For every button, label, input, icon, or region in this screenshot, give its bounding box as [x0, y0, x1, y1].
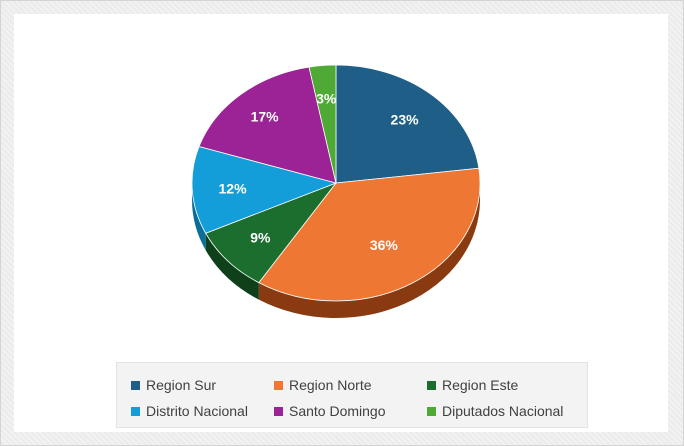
legend-label-distrito-nacional: Distrito Nacional	[146, 403, 248, 419]
pie-side-distrito-nacional	[192, 183, 206, 251]
pie-slice-region-este	[205, 182, 338, 284]
legend-item-region-este: Region Este	[427, 377, 518, 393]
legend-item-region-norte: Region Norte	[274, 377, 372, 393]
data-label-region-sur: 23%	[391, 111, 420, 127]
legend-label-santo-domingo: Santo Domingo	[289, 403, 386, 419]
legend-swatch-santo-domingo	[274, 406, 283, 416]
legend-label-region-norte: Region Norte	[289, 377, 372, 393]
legend-swatch-distrito-nacional	[131, 406, 140, 416]
data-label-region-norte: 36%	[370, 237, 399, 253]
data-label-diputados-nacional: 3%	[316, 90, 337, 106]
legend-item-diputados-nacional: Diputados Nacional	[427, 403, 563, 419]
legend-label-region-sur: Region Sur	[146, 377, 217, 393]
legend-swatch-region-norte	[274, 380, 283, 390]
pie-slice-distrito-nacional	[191, 146, 338, 234]
pie-slices	[191, 64, 481, 302]
pie-data-labels: 23% 36% 9% 12% 17% 3%	[219, 90, 420, 252]
legend-label-diputados-nacional: Diputados Nacional	[442, 403, 564, 419]
legend-swatch-region-este	[427, 380, 436, 390]
legend-item-santo-domingo: Santo Domingo	[274, 403, 386, 419]
data-label-distrito-nacional: 12%	[219, 180, 248, 196]
pie-slice-santo-domingo	[198, 66, 337, 184]
pie-slice-region-sur	[335, 64, 480, 184]
pie-side-region-norte	[258, 183, 480, 318]
pie-slice-diputados-nacional	[308, 64, 337, 184]
data-label-santo-domingo: 17%	[251, 109, 280, 125]
pie-slice-region-norte	[258, 167, 481, 302]
legend-label-region-este: Region Este	[442, 377, 519, 393]
legend: Region Sur Region Norte Region Este Dist…	[116, 362, 588, 428]
data-label-region-este: 9%	[250, 230, 271, 246]
legend-item-region-sur: Region Sur	[131, 377, 216, 393]
legend-swatch-region-sur	[131, 380, 140, 390]
legend-swatch-diputados-nacional	[427, 406, 436, 416]
pie-side-region-este	[205, 233, 259, 300]
pie-sides	[192, 183, 480, 318]
legend-item-distrito-nacional: Distrito Nacional	[131, 403, 248, 419]
